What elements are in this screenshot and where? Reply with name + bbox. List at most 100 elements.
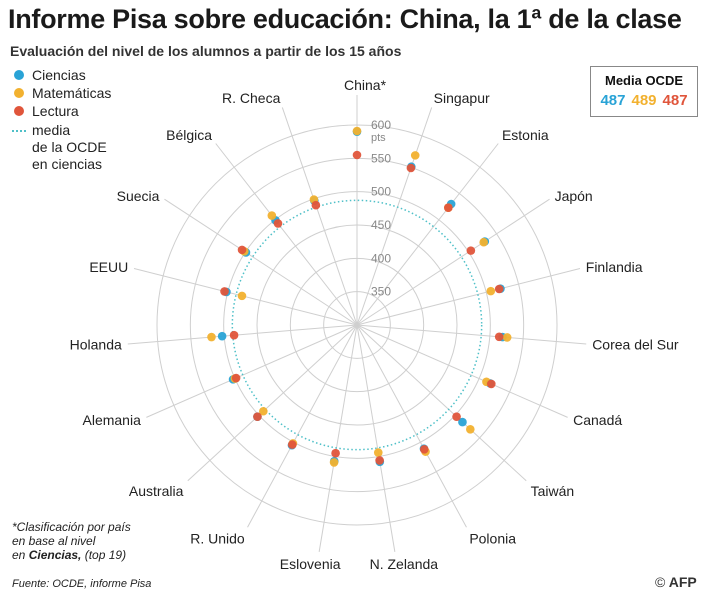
spoke-line [127, 324, 358, 345]
data-point-ciencias [458, 417, 467, 427]
legend-mean-label-1: media [32, 122, 71, 138]
data-point-lectura [487, 379, 496, 389]
data-point-lectura [331, 448, 340, 458]
spoke-line [356, 324, 467, 528]
category-label: Australia [129, 483, 184, 499]
oecd-mean-circle [231, 199, 483, 451]
spoke-line [146, 324, 358, 418]
data-point-matemáticas [352, 126, 362, 136]
spoke-line [356, 143, 499, 326]
data-point-lectura [352, 150, 362, 160]
legend-item-matematicas: Matemáticas [12, 84, 111, 102]
category-label: R. Unido [190, 531, 245, 547]
data-point-lectura [311, 200, 321, 210]
data-point-matemáticas [373, 448, 383, 457]
data-point-lectura [237, 245, 247, 255]
legend-item-oecd-mean: media de la OCDE en ciencias [12, 122, 111, 173]
data-point-lectura [273, 219, 283, 228]
footnote-line-3: en Ciencias, (top 19) [12, 548, 131, 562]
oecd-mean-values: 487 489 487 [591, 92, 697, 109]
spoke-line [281, 107, 358, 326]
footnote-line-3-prefix: en [12, 548, 29, 562]
data-point-lectura [287, 440, 297, 449]
category-label: Finlandia [586, 259, 643, 275]
spoke-line [356, 107, 433, 326]
spoke-line [356, 268, 581, 326]
data-point-matemáticas [502, 333, 512, 342]
category-label: Corea del Sur [592, 336, 679, 352]
spoke-line [187, 324, 358, 482]
legend-dot-lectura [14, 106, 24, 116]
spoke-line [356, 324, 396, 552]
legend-item-ciencias: Ciencias [12, 66, 111, 84]
legend-label-ciencias: Ciencias [32, 67, 86, 83]
spoke-line [215, 143, 358, 326]
footnote: *Clasificación por país en base al nivel… [12, 520, 131, 562]
category-label: Singapur [434, 90, 490, 106]
legend-label-matematicas: Matemáticas [32, 85, 112, 101]
oecd-mean-lectura: 487 [662, 92, 688, 109]
data-point-matemáticas [207, 332, 216, 342]
spoke-line [356, 324, 568, 418]
category-label: China* [344, 77, 387, 93]
category-label: N. Zelanda [370, 556, 439, 572]
category-label: Bélgica [166, 127, 212, 143]
oecd-mean-matematicas: 489 [631, 92, 657, 109]
oecd-mean-ciencias: 487 [600, 92, 626, 109]
data-point-lectura [419, 444, 429, 454]
oecd-mean-title: Media OCDE [604, 73, 683, 88]
source-note: Fuente: OCDE, informe Pisa [12, 578, 152, 590]
data-point-matemáticas [466, 425, 475, 434]
oecd-mean-box: Media OCDE 487 489 487 [590, 66, 698, 117]
data-point-lectura [375, 456, 384, 465]
data-point-lectura [444, 203, 453, 212]
legend-mean-label-3: en ciencias [32, 156, 103, 172]
data-point-lectura [229, 330, 239, 340]
spoke-line [356, 324, 587, 345]
spoke-line [247, 324, 358, 528]
data-point-lectura [452, 412, 461, 421]
footnote-line-3-bold: Ciencias, [28, 548, 82, 562]
data-point-matemáticas [237, 291, 247, 301]
data-point-ciencias [217, 331, 227, 341]
data-point-lectura [494, 284, 504, 294]
data-point-matemáticas [267, 211, 277, 220]
radial-tick-label: 500 [371, 185, 391, 199]
data-point-lectura [494, 332, 504, 342]
afp-logo: © AFP [655, 574, 697, 590]
chart-title: Informe Pisa sobre educación: China, la … [8, 4, 682, 34]
data-point-lectura [220, 287, 229, 296]
data-point-lectura [253, 412, 262, 421]
radial-tick-label: 450 [371, 218, 391, 232]
radial-tick-label: 550 [371, 151, 391, 165]
footnote-line-3-suffix: (top 19) [81, 548, 127, 562]
category-label: R. Checa [222, 90, 281, 106]
legend-label-lectura: Lectura [32, 103, 79, 119]
category-label: EEUU [89, 259, 128, 275]
category-label: Polonia [469, 531, 516, 547]
data-point-lectura [466, 246, 476, 255]
legend-mean-line [12, 130, 26, 132]
category-label: Eslovenia [280, 556, 341, 572]
footnote-line-2: en base al nivel [12, 534, 96, 548]
legend-item-lectura: Lectura [12, 102, 111, 120]
data-point-matemáticas [479, 237, 488, 247]
spoke-line [318, 324, 358, 552]
data-point-lectura [231, 373, 241, 383]
category-label: Suecia [117, 188, 160, 204]
footnote-line-1: *Clasificación por país [12, 520, 131, 534]
legend: Ciencias Matemáticas Lectura media de la… [12, 66, 111, 173]
data-point-matemáticas [410, 151, 420, 160]
copyright-symbol: © [655, 574, 666, 590]
legend-dot-ciencias [14, 70, 24, 80]
radial-unit-label: pts [371, 132, 386, 144]
afp-brand: AFP [668, 574, 697, 590]
data-point-matemáticas [329, 458, 339, 467]
data-point-matemáticas [486, 286, 496, 296]
category-label: Japón [555, 188, 593, 204]
spoke-line [356, 198, 550, 326]
radial-tick-label: 350 [371, 285, 391, 299]
chart-subtitle: Evaluación del nivel de los alumnos a pa… [10, 43, 402, 59]
spoke-line [164, 198, 358, 326]
